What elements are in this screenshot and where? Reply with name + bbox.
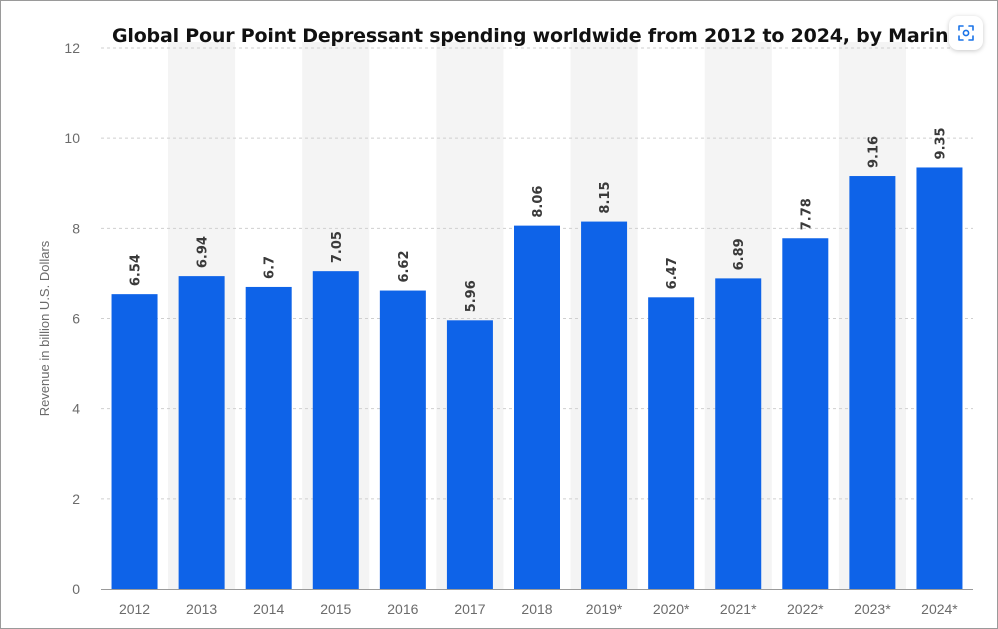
bar-2022-projected[interactable] bbox=[782, 238, 829, 590]
data-label: 7.78 bbox=[799, 198, 814, 230]
data-label: 6.89 bbox=[732, 238, 747, 270]
bar-2024-projected[interactable] bbox=[916, 167, 963, 590]
bar-2014[interactable] bbox=[245, 286, 292, 589]
data-label: 5.96 bbox=[464, 280, 479, 312]
data-label: 8.06 bbox=[531, 186, 546, 218]
data-label: 8.15 bbox=[598, 181, 613, 213]
x-tick-label: 2016 bbox=[387, 601, 418, 617]
x-tick-label: 2024* bbox=[921, 601, 958, 617]
x-tick-label: 2013 bbox=[186, 601, 217, 617]
data-label: 6.7 bbox=[263, 256, 278, 279]
x-tick-label: 2012 bbox=[119, 601, 150, 617]
x-tick-label: 2017 bbox=[454, 601, 485, 617]
chart-title: Global Pour Point Depressant spending wo… bbox=[111, 25, 961, 47]
y-tick-label: 12 bbox=[64, 40, 80, 56]
bar-2019-projected[interactable] bbox=[581, 221, 628, 589]
x-tick-label: 2015 bbox=[320, 601, 351, 617]
x-tick-label: 2021* bbox=[720, 601, 757, 617]
x-tick-label: 2020* bbox=[653, 601, 690, 617]
data-label: 6.94 bbox=[196, 236, 211, 268]
data-label: 6.62 bbox=[397, 250, 412, 282]
y-tick-label: 8 bbox=[72, 220, 80, 236]
data-label: 6.54 bbox=[129, 254, 144, 286]
data-label: 9.16 bbox=[866, 136, 881, 168]
bar-2023-projected[interactable] bbox=[849, 176, 896, 589]
y-tick-label: 10 bbox=[64, 130, 80, 146]
bar-2016[interactable] bbox=[379, 290, 426, 589]
y-tick-label: 0 bbox=[72, 581, 80, 597]
y-tick-label: 6 bbox=[72, 311, 80, 327]
x-tick-label: 2018 bbox=[521, 601, 552, 617]
focus-button[interactable] bbox=[949, 16, 983, 50]
bar-2017[interactable] bbox=[446, 320, 493, 589]
bar-2020-projected[interactable] bbox=[648, 297, 695, 589]
bar-2015[interactable] bbox=[312, 271, 359, 589]
data-label: 7.05 bbox=[330, 231, 345, 263]
x-tick-label: 2014 bbox=[253, 601, 284, 617]
y-axis-label: Revenue in billion U.S. Dollars bbox=[37, 240, 52, 416]
y-tick-label: 2 bbox=[72, 491, 80, 507]
bar-2018[interactable] bbox=[514, 225, 560, 589]
data-label: 6.47 bbox=[665, 257, 680, 289]
y-tick-label: 4 bbox=[72, 401, 80, 417]
bar-2012[interactable] bbox=[111, 294, 158, 589]
x-tick-label: 2019* bbox=[586, 601, 623, 617]
focus-scan-icon bbox=[958, 25, 974, 41]
bar-2013[interactable] bbox=[178, 276, 225, 589]
bar-2021-projected[interactable] bbox=[715, 278, 762, 589]
data-label: 9.35 bbox=[933, 127, 948, 159]
x-tick-label: 2022* bbox=[787, 601, 824, 617]
x-tick-label: 2023* bbox=[854, 601, 891, 617]
